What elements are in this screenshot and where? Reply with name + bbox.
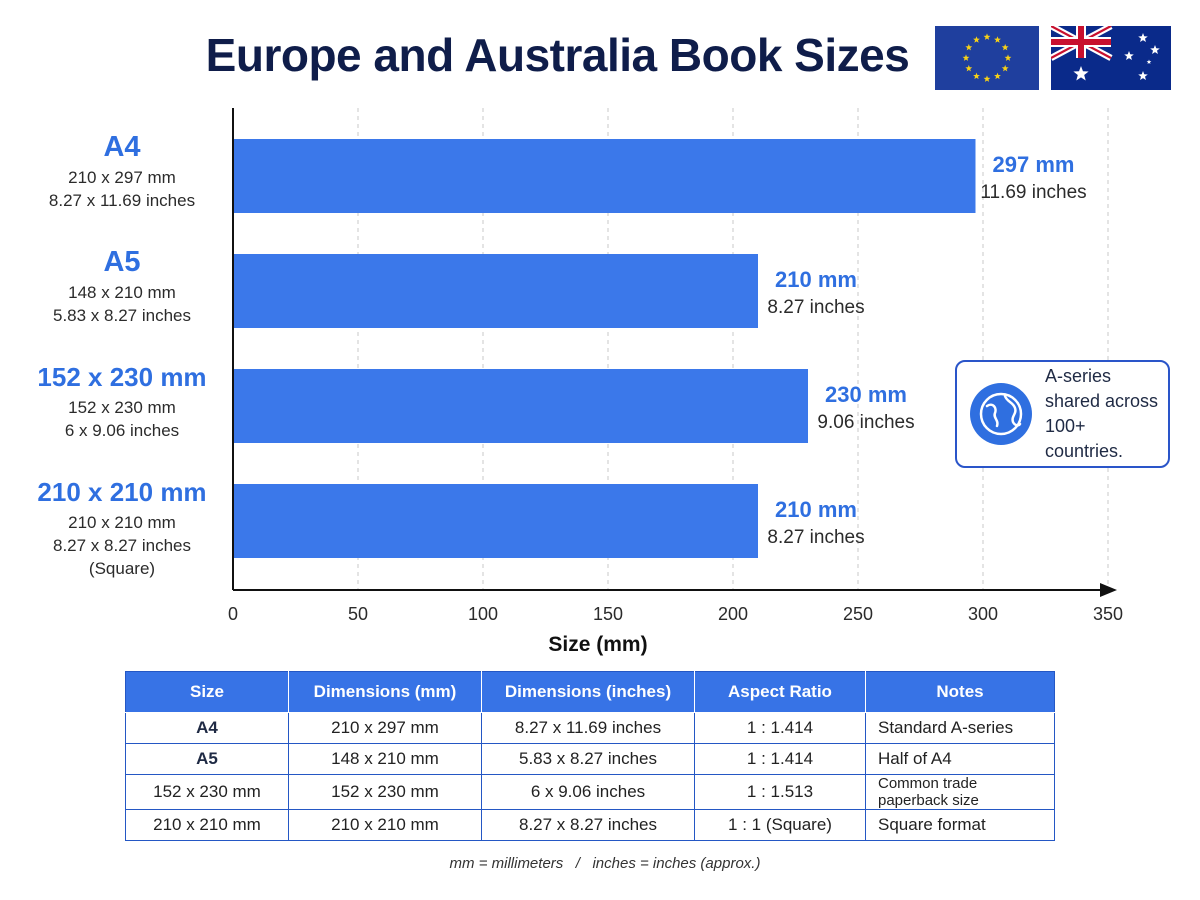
table-row: 210 x 210 mm 210 x 210 mm 8.27 x 8.27 in…	[125, 809, 1055, 841]
table-cell-size: 210 x 210 mm	[125, 809, 289, 841]
table-cell-inches: 5.83 x 8.27 inches	[481, 743, 695, 775]
table-cell-notes: Square format	[865, 809, 1055, 841]
star-icon	[965, 43, 973, 51]
globe-icon	[970, 383, 1032, 445]
bar-value-mm: 210 mm	[775, 267, 857, 292]
bar-value-inches: 8.27 inches	[767, 297, 864, 318]
bar-value-inches: 8.27 inches	[767, 527, 864, 548]
table-cell-mm: 210 x 210 mm	[288, 809, 482, 841]
table-row: 152 x 230 mm 152 x 230 mm 6 x 9.06 inche…	[125, 774, 1055, 810]
table-cell-inches: 8.27 x 11.69 inches	[481, 712, 695, 744]
table-cell-inches: 6 x 9.06 inches	[481, 774, 695, 810]
x-tick-label: 350	[1093, 604, 1123, 624]
x-axis-label: Size (mm)	[548, 633, 647, 656]
eu-flag-icon	[935, 26, 1039, 90]
star-icon	[1001, 43, 1009, 51]
table-header-cell: Notes	[865, 671, 1055, 713]
star-icon	[1124, 51, 1134, 61]
category-label: 152 x 230 mm	[37, 362, 206, 392]
category-detail: 210 x 297 mm	[68, 168, 176, 187]
category-detail: (Square)	[89, 559, 155, 578]
category-detail: 152 x 230 mm	[68, 398, 176, 417]
size-table: Size Dimensions (mm) Dimensions (inches)…	[125, 671, 1055, 841]
category-detail: 5.83 x 8.27 inches	[53, 306, 191, 325]
star-icon	[973, 36, 980, 43]
australia-flag-icon	[1051, 26, 1171, 90]
bar	[234, 254, 758, 328]
table-header-cell: Aspect Ratio	[694, 671, 866, 713]
page-title: Europe and Australia Book Sizes	[205, 29, 910, 81]
table-cell-ratio: 1 : 1.414	[694, 712, 866, 744]
table-cell-notes: Standard A-series	[865, 712, 1055, 744]
x-tick-label: 200	[718, 604, 748, 624]
table-cell-ratio: 1 : 1.513	[694, 774, 866, 810]
bar-value-inches: 11.69 inches	[980, 182, 1086, 203]
bar	[234, 484, 758, 558]
x-tick-label: 0	[228, 604, 238, 624]
table-cell-mm: 152 x 230 mm	[288, 774, 482, 810]
star-icon	[1138, 71, 1148, 81]
table-cell-inches: 8.27 x 8.27 inches	[481, 809, 695, 841]
table-cell-mm: 210 x 297 mm	[288, 712, 482, 744]
star-icon	[994, 36, 1001, 43]
star-icon	[983, 75, 991, 82]
x-axis-arrow-icon	[1100, 583, 1117, 597]
bar-value-mm: 210 mm	[775, 497, 857, 522]
table-header-cell: Size	[125, 671, 289, 713]
table-cell-size: 152 x 230 mm	[125, 774, 289, 810]
star-icon	[994, 72, 1001, 80]
table-cell-notes: Half of A4	[865, 743, 1055, 775]
star-icon	[1004, 54, 1012, 61]
x-tick-label: 50	[348, 604, 368, 624]
bar	[234, 369, 808, 443]
category-detail: 148 x 210 mm	[68, 283, 176, 302]
star-icon	[983, 33, 991, 40]
category-detail: 210 x 210 mm	[68, 513, 176, 532]
x-tick-label: 250	[843, 604, 873, 624]
bar	[234, 139, 976, 213]
bar-chart: 0 50 100 150 200 250 300 350 A4 210 x 297 mm 8.27…	[37, 108, 1123, 656]
x-tick-label: 300	[968, 604, 998, 624]
star-icon	[962, 54, 970, 61]
table-header-cell: Dimensions (mm)	[288, 671, 482, 713]
table-row: A5 148 x 210 mm 5.83 x 8.27 inches 1 : 1…	[125, 743, 1055, 775]
table-header-cell: Dimensions (inches)	[481, 671, 695, 713]
category-detail: 8.27 x 8.27 inches	[53, 536, 191, 555]
table-row: A4 210 x 297 mm 8.27 x 11.69 inches 1 : …	[125, 712, 1055, 744]
category-label: A4	[103, 131, 140, 163]
bar-value-inches: 9.06 inches	[817, 412, 914, 433]
table-cell-size: A5	[125, 743, 289, 775]
callout-text: A-series shared across 100+ countries.	[1045, 366, 1159, 461]
table-cell-mm: 148 x 210 mm	[288, 743, 482, 775]
star-icon	[1150, 45, 1160, 55]
star-icon	[965, 64, 973, 72]
star-icon	[1073, 66, 1089, 81]
star-icon	[1138, 33, 1148, 43]
category-label: A5	[103, 246, 140, 278]
footnote: mm = millimeters / inches = inches (appr…	[449, 855, 761, 872]
category-detail: 6 x 9.06 inches	[65, 421, 179, 440]
x-tick-label: 100	[468, 604, 498, 624]
star-icon	[1001, 64, 1009, 72]
info-callout: A-series shared across 100+ countries.	[955, 360, 1170, 468]
category-label: 210 x 210 mm	[37, 477, 206, 507]
table-cell-size: A4	[125, 712, 289, 744]
x-tick-label: 150	[593, 604, 623, 624]
table-cell-ratio: 1 : 1 (Square)	[694, 809, 866, 841]
table-cell-ratio: 1 : 1.414	[694, 743, 866, 775]
star-icon	[1146, 59, 1152, 65]
bar-value-mm: 297 mm	[993, 152, 1075, 177]
category-detail: 8.27 x 11.69 inches	[49, 191, 195, 210]
table-cell-notes: Common trade paperback size	[865, 774, 1055, 810]
star-icon	[973, 72, 980, 80]
bar-value-mm: 230 mm	[825, 382, 907, 407]
table-header-row: Size Dimensions (mm) Dimensions (inches)…	[125, 671, 1055, 713]
